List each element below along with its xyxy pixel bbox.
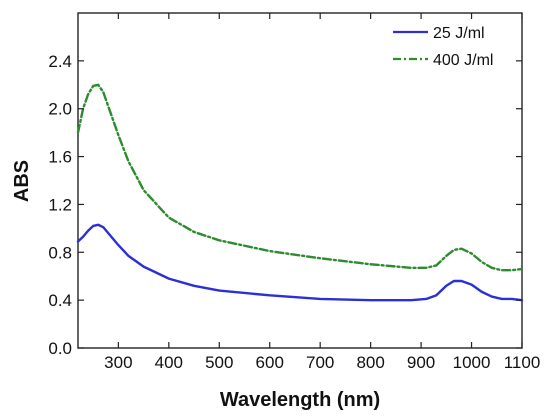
y-axis-label: ABS [11,160,33,202]
plot-area [76,12,524,349]
x-tick-labels: 300 400 500 600 700 800 900 1000 1100 [104,353,540,372]
series-line-25-j-ml [76,223,524,302]
y-tick-label-0.0: 0.0 [48,339,72,358]
y-tick-label-1.2: 1.2 [48,195,72,214]
y-tick-labels: 0.0 0.4 0.8 1.2 1.6 2.0 2.4 [48,52,72,358]
x-tick-label-900: 900 [407,353,435,372]
series-line-400-j-ml [76,83,524,272]
x-tick-label-600: 600 [256,353,284,372]
legend: 25 J/ml 400 J/ml [393,25,493,69]
x-tick-label-400: 400 [155,353,183,372]
x-tick-label-700: 700 [306,353,334,372]
series-layer [76,83,524,302]
x-tick-label-300: 300 [104,353,132,372]
plot-frame [77,12,523,349]
x-tick-label-1000: 1000 [453,353,491,372]
y-tick-label-1.6: 1.6 [48,148,72,167]
y-tick-label-2.0: 2.0 [48,100,72,119]
y-tick-label-2.4: 2.4 [48,52,72,71]
x-axis-label: Wavelength (nm) [220,389,380,411]
y-tick-label-0.4: 0.4 [48,291,72,310]
x-tick-label-800: 800 [356,353,384,372]
x-tick-label-1100: 1100 [504,353,541,372]
legend-label-400-j-ml: 400 J/ml [433,52,493,69]
x-tick-label-500: 500 [205,353,233,372]
legend-label-25-j-ml: 25 J/ml [433,25,485,42]
tick-marks [78,13,523,349]
y-tick-label-0.8: 0.8 [48,243,72,262]
